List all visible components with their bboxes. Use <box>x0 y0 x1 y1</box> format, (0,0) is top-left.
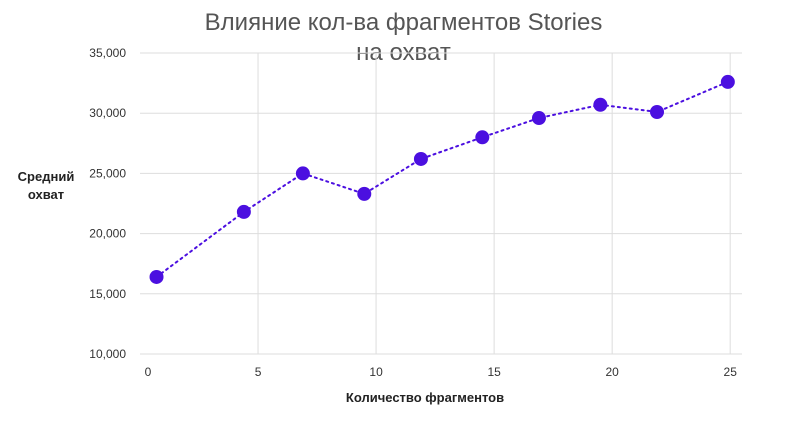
data-point[interactable] <box>295 166 310 181</box>
data-point[interactable] <box>475 130 490 145</box>
y-tick-label: 10,000 <box>89 347 126 361</box>
series-layer <box>149 74 735 284</box>
x-tick-label: 15 <box>487 365 501 379</box>
x-tick-label: 25 <box>724 365 738 379</box>
data-point[interactable] <box>593 97 608 112</box>
series-line <box>155 80 729 278</box>
data-point[interactable] <box>413 151 428 166</box>
data-point[interactable] <box>357 186 372 201</box>
data-point[interactable] <box>650 104 665 119</box>
y-tick-label: 15,000 <box>89 287 126 301</box>
x-tick-label: 5 <box>255 365 262 379</box>
x-tick-label: 20 <box>605 365 619 379</box>
y-tick-label: 20,000 <box>89 227 126 241</box>
y-tick-label: 35,000 <box>89 46 126 60</box>
grid-layer <box>140 52 742 355</box>
y-axis-label-line2: охват <box>27 187 65 202</box>
data-point[interactable] <box>720 74 735 89</box>
data-point[interactable] <box>236 204 251 219</box>
data-point[interactable] <box>531 111 546 126</box>
x-tick-label: 10 <box>369 365 383 379</box>
chart-title-line1: Влияние кол-ва фрагментов Stories <box>204 9 603 36</box>
y-axis-label: Средний охват <box>8 168 84 204</box>
x-axis-label: Количество фрагментов <box>345 390 505 405</box>
x-tick-label: 0 <box>145 365 152 379</box>
tick-label-layer: 10,000 15,000 20,000 25,000 30,000 35,000 0 5 10… <box>89 46 737 379</box>
data-point[interactable] <box>149 269 164 284</box>
y-tick-label: 25,000 <box>89 166 126 180</box>
y-axis-label-line1: Средний <box>17 169 75 184</box>
y-tick-label: 30,000 <box>89 106 126 120</box>
